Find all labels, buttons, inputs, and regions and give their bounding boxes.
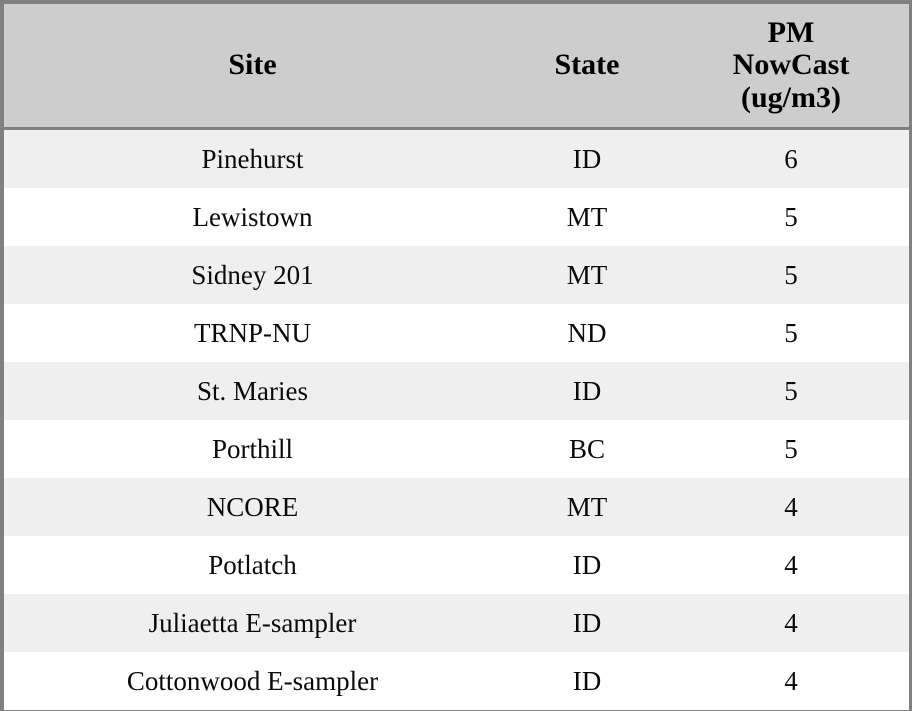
table-row: Porthill BC 5 [4,420,909,478]
column-header-site: Site [4,4,501,130]
table-row: Pinehurst ID 6 [4,128,909,188]
column-header-state: State [501,4,673,130]
table-body: Pinehurst ID 6 Lewistown MT 5 Sidney 201 MT 5 TRN… [4,128,909,710]
cell-state: BC [568,433,606,464]
cell-site: Cottonwood E-sampler [126,665,379,696]
cell-state: MT [566,491,608,522]
cell-state: ID [572,375,602,406]
cell-state: ID [572,549,602,580]
table-row: NCORE MT 4 [4,478,909,536]
table-header: Site State PM NowCast (ug/m3) [4,4,909,130]
cell-state: ND [567,317,607,348]
cell-site: Potlatch [208,549,297,580]
column-header-pm-line3: (ug/m3) [741,80,841,114]
cell-pm: 4 [784,607,798,638]
column-header-site-label: Site [228,48,277,82]
column-header-pm-nowcast: PM NowCast (ug/m3) [673,4,909,130]
cell-pm: 4 [784,665,798,696]
table-row: Potlatch ID 4 [4,536,909,594]
table-row: Juliaetta E-sampler ID 4 [4,594,909,652]
cell-pm: 5 [784,259,798,290]
table-header-row: Site State PM NowCast (ug/m3) [4,4,909,130]
cell-site: St. Maries [197,375,308,406]
table-row: TRNP-NU ND 5 [4,304,909,362]
column-header-pm-line2: NowCast [732,48,850,82]
pm-nowcast-table: Site State PM NowCast (ug/m3) Pinehurst I… [4,4,909,710]
cell-site: NCORE [206,491,299,522]
cell-site: Sidney 201 [191,259,314,290]
cell-pm: 5 [784,317,798,348]
table-row: Sidney 201 MT 5 [4,246,909,304]
cell-pm: 4 [784,549,798,580]
table-row: St. Maries ID 5 [4,362,909,420]
cell-pm: 5 [784,375,798,406]
cell-state: ID [572,607,602,638]
cell-pm: 5 [784,433,798,464]
cell-site: TRNP-NU [193,317,311,348]
cell-state: MT [566,259,608,290]
cell-state: MT [566,201,608,232]
column-header-pm-line1: PM [767,15,815,49]
table-row: Lewistown MT 5 [4,188,909,246]
cell-state: ID [572,665,602,696]
table-row: Cottonwood E-sampler ID 4 [4,652,909,710]
cell-site: Pinehurst [201,143,304,174]
cell-site: Porthill [211,433,293,464]
cell-site: Lewistown [192,201,313,232]
cell-pm: 5 [784,201,798,232]
column-header-state-label: State [554,48,620,82]
cell-pm: 6 [784,143,798,174]
cell-state: ID [572,143,602,174]
cell-pm: 4 [784,491,798,522]
cell-site: Juliaetta E-sampler [148,607,357,638]
